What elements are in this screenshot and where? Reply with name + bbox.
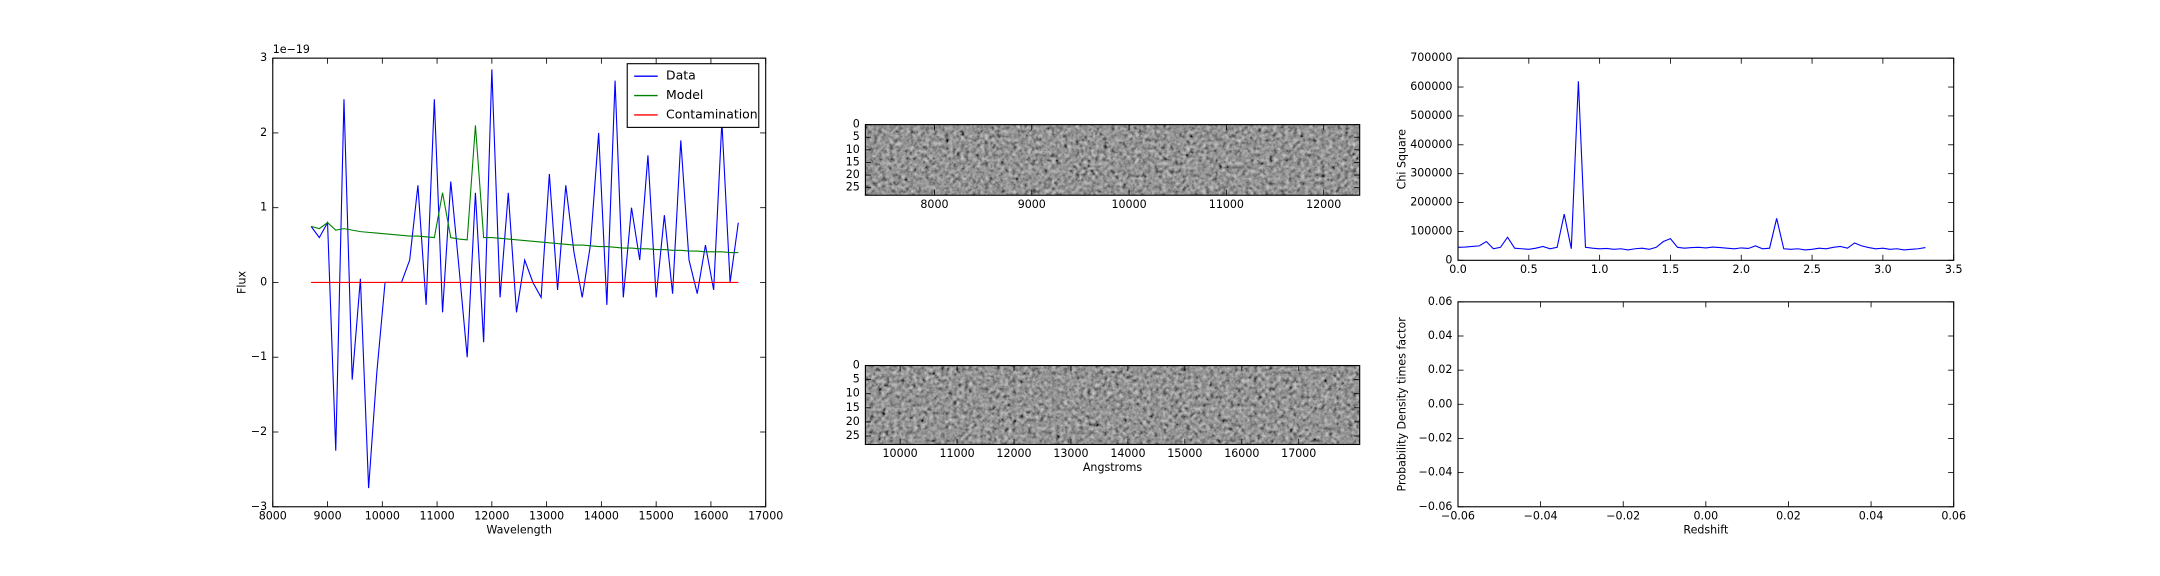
axes-frame [1457,301,1955,508]
x-tick-label: 8000 [920,198,948,211]
y-tick-label: 0.04 [1428,329,1453,342]
x-tick-label: 11000 [419,509,454,522]
x-tick-label: 13000 [1053,447,1088,460]
x-tick-label: 14000 [1110,447,1145,460]
x-tick-label: 16000 [693,509,728,522]
series-line [310,69,739,489]
y-tick-label: −0.06 [1419,500,1453,513]
y-tick-label: 0 [260,275,267,288]
x-axis-label: Wavelength [486,523,552,536]
axes-frame [864,124,1361,196]
y-tick-label: 300000 [1410,167,1452,180]
x-tick-label: 11000 [939,447,974,460]
y-tick-label: 0 [853,359,860,372]
x-tick-label: 0.0 [1449,263,1467,276]
y-tick-label: 400000 [1410,138,1452,151]
x-tick-label: 11000 [1209,198,1244,211]
y-tick-label: 1 [260,201,267,214]
spectrum-image [865,124,1360,196]
x-tick-label: 15000 [1167,447,1202,460]
x-tick-label: 0.5 [1520,263,1538,276]
x-axis-label: Redshift [1683,523,1729,536]
chart-panel: 0.0 0.5 1.0 1.5 2.0 2.5 3.0 3.5 0 100000 200000 300… [1396,51,1963,276]
x-tick-label: 0.06 [1941,509,1966,522]
y-tick-label: −0.04 [1419,466,1453,479]
y-tick-label: 0 [1445,253,1452,266]
y-tick-label: 10 [846,143,860,156]
y-tick-label: 20 [846,415,860,428]
x-tick-label: 8000 [259,509,287,522]
x-tick-label: 9000 [313,509,341,522]
x-tick-label: 15000 [639,509,674,522]
y-tick-label: 0.06 [1428,295,1453,308]
x-tick-label: 17000 [748,509,783,522]
y-tick-label: 0.00 [1428,397,1453,410]
x-tick-label: −0.06 [1441,509,1475,522]
y-tick-label: 15 [846,401,860,414]
series-line [1458,81,1926,251]
chart-panel: −0.06 −0.04 −0.02 0.00 0.02 0.04 0.06 −0.06 −0.0… [1396,295,1966,536]
y-tick-label: 0.02 [1428,363,1453,376]
spectrum-image [865,365,1360,445]
y-tick-label: 500000 [1410,109,1452,122]
x-axis-label: Angstroms [1083,461,1143,474]
legend-label: Contamination [666,106,758,121]
x-tick-label: 10000 [365,509,400,522]
x-tick-label: 2.0 [1732,263,1750,276]
y-tick-label: −3 [251,500,267,513]
x-tick-label: 12000 [1306,198,1341,211]
y-tick-label: 700000 [1410,51,1452,64]
y-tick-label: 600000 [1410,80,1452,93]
y-tick-label: 25 [846,181,860,194]
axes-frame [864,364,1361,446]
x-tick-label: −0.04 [1524,509,1558,522]
y-tick-label: 2 [260,126,267,139]
x-tick-label: 12000 [996,447,1031,460]
x-tick-label: 3.5 [1945,263,1963,276]
x-tick-label: 16000 [1224,447,1259,460]
x-tick-label: 1.5 [1662,263,1680,276]
y-tick-label: 25 [846,429,860,442]
chart-panel: 10000 11000 12000 13000 14000 15000 16000 17000… [846,359,1361,474]
y-axis-label: Flux [235,271,248,294]
y-tick-label: 10 [846,387,860,400]
x-tick-label: 2.5 [1803,263,1821,276]
x-tick-label: 3.0 [1874,263,1892,276]
x-tick-label: 1.0 [1591,263,1609,276]
x-tick-label: 10000 [883,447,918,460]
x-tick-label: 13000 [529,509,564,522]
y-tick-label: 100000 [1410,224,1452,237]
y-tick-label: 0 [853,118,860,131]
y-tick-label: 200000 [1410,196,1452,209]
x-tick-label: 17000 [1281,447,1316,460]
offset-text: 1e−19 [273,43,310,56]
x-tick-label: 0.04 [1859,509,1884,522]
legend-label: Data [666,68,696,83]
axes-frame [1457,57,1955,261]
y-tick-label: −1 [251,350,267,363]
x-tick-label: 12000 [474,509,509,522]
y-axis-label: Probability Density times factor [1396,317,1409,492]
y-tick-label: 5 [853,373,860,386]
legend-label: Model [666,87,703,102]
y-axis-label: Chi Square [1396,129,1409,189]
x-tick-label: −0.02 [1606,509,1640,522]
y-tick-label: −0.02 [1419,431,1453,444]
x-tick-label: 10000 [1111,198,1146,211]
series-line [310,125,739,254]
x-tick-label: 0.00 [1694,509,1719,522]
x-tick-label: 9000 [1018,198,1046,211]
y-tick-label: 3 [260,51,267,64]
y-tick-label: 20 [846,168,860,181]
x-tick-label: 0.02 [1776,509,1801,522]
y-tick-label: 5 [853,130,860,143]
chart-panel: 8000 9000 10000 11000 12000 13000 14000 15000 16… [235,43,783,536]
y-tick-label: −2 [251,425,267,438]
x-tick-label: 14000 [584,509,619,522]
y-tick-label: 15 [846,155,860,168]
